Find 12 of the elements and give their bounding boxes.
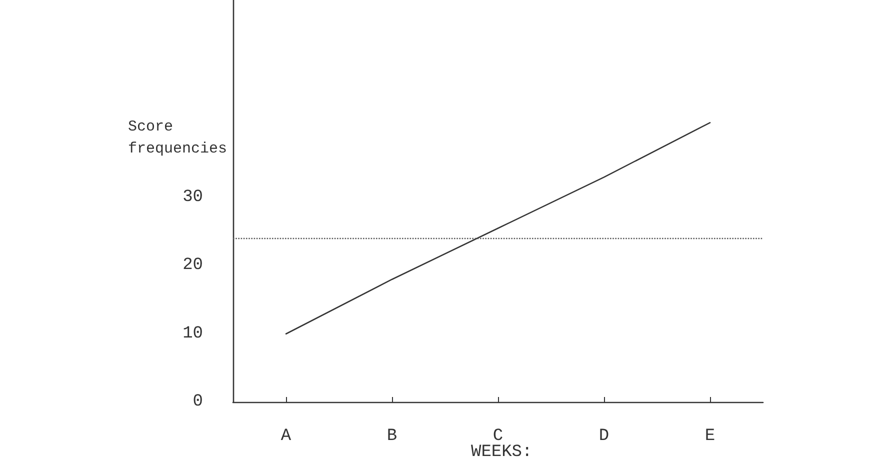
x-tick-label: E: [704, 427, 716, 446]
x-axis-title: WEEKS:: [471, 443, 532, 462]
y-tick-label: 20: [182, 256, 203, 276]
x-tick-label: C: [492, 427, 504, 446]
x-tick-label: B: [386, 427, 398, 446]
y-tick-label: 0: [192, 392, 203, 412]
y-tick-label: 10: [182, 324, 203, 344]
y-axis-title: Score frequencies: [128, 118, 228, 158]
x-tick-label: A: [280, 427, 292, 446]
y-tick-label: 30: [182, 188, 203, 208]
x-tick-label: D: [598, 427, 610, 446]
line-series: [285, 122, 711, 335]
